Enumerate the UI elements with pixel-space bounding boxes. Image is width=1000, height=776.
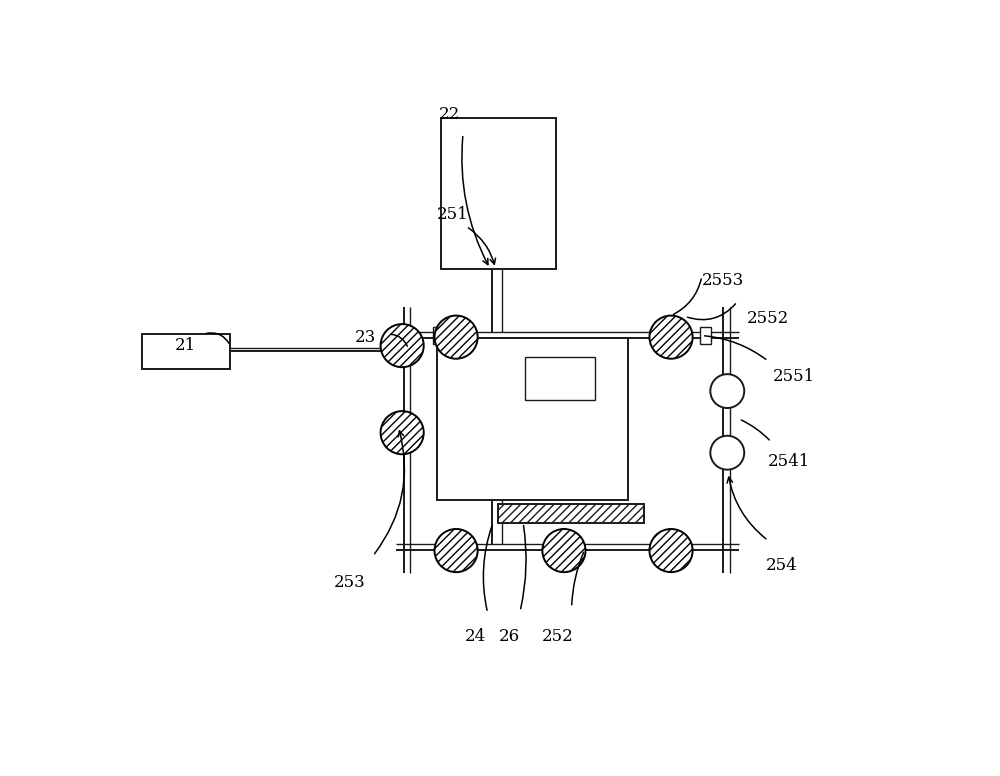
Bar [433, 327, 444, 344]
Text: 2541: 2541 [768, 452, 810, 469]
Text: 2551: 2551 [773, 368, 815, 385]
Bar [498, 504, 644, 523]
Circle shape [542, 529, 586, 572]
Text: 21: 21 [175, 337, 196, 354]
Text: 252: 252 [542, 628, 574, 645]
Text: 2552: 2552 [747, 310, 789, 327]
Text: 23: 23 [355, 330, 376, 346]
Circle shape [710, 436, 744, 469]
Bar [441, 119, 556, 268]
Bar [718, 448, 733, 459]
Text: 251: 251 [436, 206, 468, 223]
Circle shape [435, 529, 478, 572]
Text: 2553: 2553 [702, 272, 745, 289]
Circle shape [435, 316, 478, 359]
Text: 254: 254 [765, 556, 797, 573]
Circle shape [381, 324, 424, 367]
Bar [398, 428, 414, 438]
Bar [718, 386, 733, 397]
Circle shape [710, 374, 744, 408]
Text: 253: 253 [334, 573, 366, 591]
Bar [525, 357, 595, 400]
Text: 22: 22 [439, 106, 461, 123]
Text: 26: 26 [499, 628, 520, 645]
Bar [437, 338, 628, 500]
Circle shape [381, 411, 424, 454]
Circle shape [649, 529, 693, 572]
Circle shape [649, 316, 693, 359]
Bar [398, 340, 414, 351]
Bar [700, 327, 711, 344]
Bar [142, 334, 230, 369]
Text: 24: 24 [465, 628, 486, 645]
